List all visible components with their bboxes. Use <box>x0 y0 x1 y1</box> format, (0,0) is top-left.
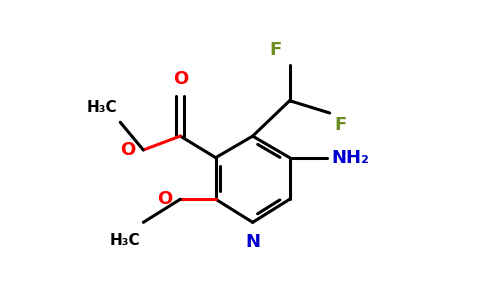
Text: O: O <box>173 70 188 88</box>
Text: H₃C: H₃C <box>87 100 117 115</box>
Text: NH₂: NH₂ <box>331 149 369 167</box>
Text: F: F <box>270 41 282 59</box>
Text: H₃C: H₃C <box>109 233 140 248</box>
Text: N: N <box>245 233 260 251</box>
Text: O: O <box>121 141 136 159</box>
Text: F: F <box>334 116 347 134</box>
Text: O: O <box>157 190 173 208</box>
